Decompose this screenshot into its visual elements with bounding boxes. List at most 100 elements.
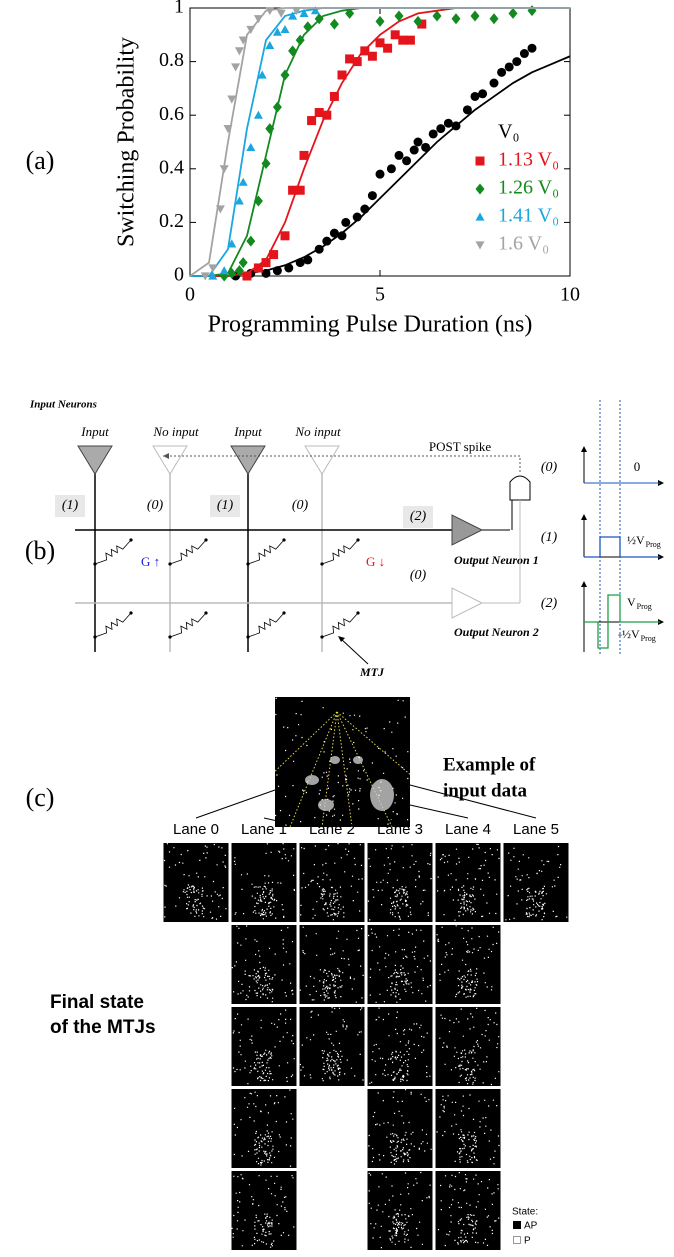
node-dot <box>320 562 324 566</box>
y-tick-label: 0.6 <box>159 103 184 125</box>
data-point <box>208 271 218 280</box>
node-dot <box>282 538 286 542</box>
neuron-label: No input <box>294 424 341 439</box>
speckle <box>368 928 431 1003</box>
data-point <box>291 7 301 16</box>
node-dot <box>129 611 133 615</box>
arrow-head <box>581 581 587 587</box>
data-point <box>299 8 309 17</box>
mtj-state-tile <box>367 1089 433 1168</box>
x-axis-label: Programming Pulse Duration (ns) <box>208 312 533 338</box>
state-box <box>55 495 85 517</box>
data-point <box>280 24 290 34</box>
panel-label: (c) <box>26 783 55 812</box>
data-point <box>269 250 279 260</box>
arrow-head <box>658 554 664 560</box>
mtj-state-tile <box>299 1007 365 1086</box>
mtj-arrow <box>339 637 369 665</box>
waveform-state: (1) <box>541 530 558 545</box>
neuron-label: Input <box>80 424 109 439</box>
data-point <box>432 10 442 22</box>
y-tick-label: 0.2 <box>159 210 184 232</box>
lane-connector <box>195 789 276 819</box>
data-point <box>413 15 423 27</box>
legend-swatch <box>513 1236 521 1244</box>
data-point <box>288 45 298 57</box>
data-point <box>303 21 313 33</box>
mtj-state-tile <box>231 1089 297 1168</box>
subscript: Prog <box>646 540 661 549</box>
data-point <box>295 34 305 46</box>
data-point <box>402 156 412 166</box>
x-tick-label: 5 <box>375 284 385 306</box>
state-label: (1) <box>217 498 234 513</box>
data-point <box>322 236 332 246</box>
data-point <box>272 266 282 276</box>
data-point <box>253 195 263 207</box>
speckle <box>369 1007 431 1084</box>
input-caption: Example of <box>443 754 536 775</box>
node-dot <box>320 635 324 639</box>
lane-connector <box>331 817 337 828</box>
vehicle <box>330 756 340 764</box>
legend-item: AP <box>524 1221 538 1232</box>
data-point <box>462 105 472 115</box>
data-point <box>504 62 514 72</box>
post-spike-line <box>163 455 521 472</box>
data-point <box>215 205 225 214</box>
data-point <box>329 91 339 101</box>
y-tick-label: 1 <box>174 0 184 18</box>
data-point <box>276 9 286 18</box>
waveform-label: ½V <box>627 533 645 547</box>
arrow-head <box>581 446 587 452</box>
data-point <box>314 13 324 25</box>
mtj-state-tile <box>231 1171 297 1250</box>
data-point <box>238 36 248 45</box>
data-point <box>322 110 332 120</box>
data-point <box>386 164 396 174</box>
data-point <box>234 196 244 205</box>
conductance-up: G ↑ <box>141 554 160 569</box>
mtj-state-tile <box>503 843 569 922</box>
y-tick-label: 0 <box>174 264 184 286</box>
node-dot <box>246 562 250 566</box>
data-point <box>329 228 339 238</box>
arrow-head <box>163 453 169 459</box>
data-point <box>261 268 271 278</box>
legend-swatch <box>513 1221 521 1229</box>
mtj-state-tile <box>231 925 297 1004</box>
data-point <box>375 169 385 179</box>
x-tick-label: 0 <box>185 284 195 306</box>
node-dot <box>93 562 97 566</box>
input-caption: input data <box>443 780 527 801</box>
data-point <box>375 15 385 27</box>
mtj-state-tile <box>435 1171 501 1250</box>
data-point <box>219 266 229 275</box>
state-box <box>210 495 240 517</box>
legend-label: 1.6 V₀ <box>498 233 549 255</box>
lane-connector <box>371 817 401 827</box>
node-dot <box>129 538 133 542</box>
mtj-state-tile <box>367 843 433 922</box>
data-point <box>257 70 267 79</box>
node-dot <box>168 635 172 639</box>
waveform-label: V <box>627 595 636 609</box>
arrow-head <box>658 480 664 486</box>
data-point <box>280 69 290 81</box>
input-neuron <box>77 445 113 475</box>
data-point <box>242 271 252 281</box>
data-point <box>421 142 431 152</box>
data-point <box>208 264 218 273</box>
data-point <box>436 124 446 134</box>
panel-label: (a) <box>26 146 55 175</box>
output-label: Output Neuron 2 <box>454 625 539 639</box>
legend-marker <box>475 156 485 166</box>
legend-label: 1.41 V₀ <box>498 205 559 227</box>
data-point <box>398 35 408 45</box>
data-point <box>265 41 275 50</box>
mtj-resistor <box>169 539 207 565</box>
lane-label: Lane 5 <box>513 821 559 838</box>
data-point <box>428 129 438 139</box>
mtj-state-tile <box>435 925 501 1004</box>
